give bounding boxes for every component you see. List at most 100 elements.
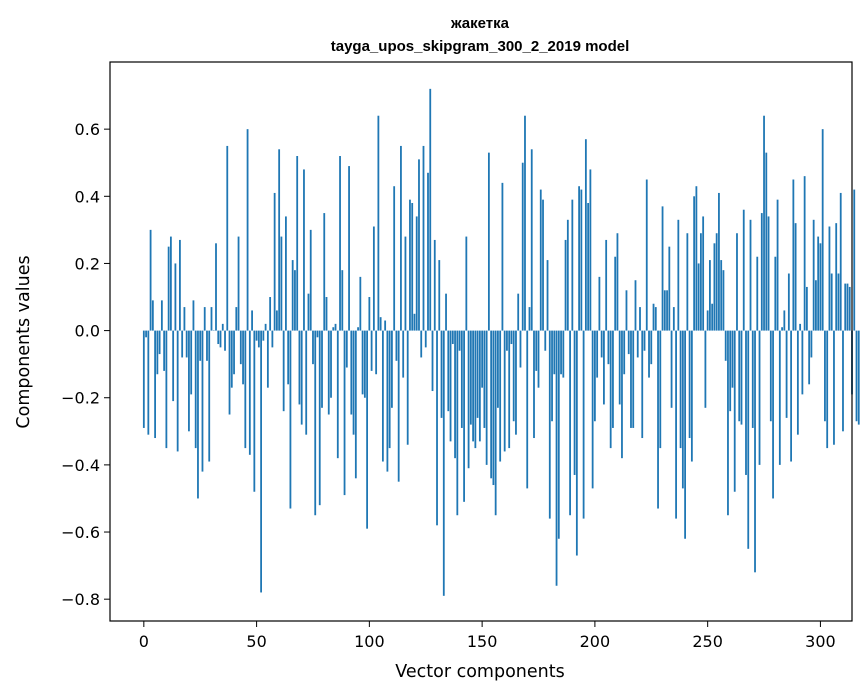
- bar: [395, 330, 398, 361]
- bar: [578, 186, 580, 331]
- bar: [289, 330, 292, 509]
- bar: [269, 297, 272, 331]
- bar: [519, 330, 522, 368]
- bar: [524, 115, 526, 331]
- y-tick-label: 0.6: [75, 120, 100, 139]
- bar: [702, 216, 705, 331]
- y-axis-label: Components values: [14, 255, 34, 428]
- bar: [603, 330, 605, 405]
- bar: [729, 330, 732, 412]
- bar: [460, 330, 463, 428]
- bar: [636, 330, 639, 358]
- bar: [539, 189, 542, 331]
- bar: [675, 330, 677, 519]
- bar: [246, 129, 249, 331]
- bar: [560, 330, 562, 375]
- bar: [257, 330, 260, 348]
- y-axis-ticks: −0.8 −0.6 −0.4 −0.2 0.0 0.2 0.4 0.6: [61, 120, 110, 609]
- bar: [420, 330, 423, 358]
- bar: [287, 330, 290, 385]
- bar: [294, 270, 296, 331]
- bar: [251, 310, 253, 331]
- bar: [672, 307, 675, 331]
- bar: [544, 330, 547, 351]
- bar: [605, 239, 608, 331]
- y-tick-label: −0.8: [61, 590, 100, 609]
- bar: [584, 139, 587, 331]
- bar: [625, 290, 628, 331]
- bar: [275, 310, 278, 331]
- bar: [156, 330, 159, 375]
- bar: [616, 233, 619, 331]
- bar: [197, 330, 199, 499]
- bar: [842, 330, 844, 432]
- bar: [154, 330, 156, 439]
- bar: [794, 223, 797, 331]
- bar: [684, 330, 686, 539]
- bar: [336, 330, 339, 459]
- bar: [837, 273, 840, 331]
- bar: [760, 213, 763, 331]
- bar: [528, 307, 531, 331]
- bar: [517, 293, 520, 331]
- bar: [312, 330, 314, 365]
- y-tick-label: 0.0: [75, 322, 100, 341]
- bar: [221, 323, 224, 331]
- bar: [400, 145, 402, 331]
- bar: [409, 199, 411, 331]
- bar: [233, 330, 235, 375]
- bar: [754, 330, 756, 573]
- bar: [709, 260, 711, 331]
- bar: [433, 239, 436, 331]
- bar: [571, 199, 574, 331]
- bar: [853, 189, 856, 331]
- bar: [596, 330, 599, 378]
- bar: [593, 330, 596, 422]
- bar: [774, 256, 777, 331]
- bar: [176, 330, 179, 452]
- bar: [472, 330, 474, 442]
- y-tick-label: −0.2: [61, 389, 100, 408]
- bar: [384, 320, 387, 331]
- bar: [749, 219, 752, 331]
- bar: [812, 219, 815, 331]
- bar: [736, 233, 738, 331]
- bar: [654, 307, 657, 331]
- bar: [573, 330, 576, 475]
- bar: [720, 260, 723, 331]
- bar: [587, 203, 590, 331]
- bar: [481, 330, 484, 388]
- x-tick-label: 300: [805, 632, 836, 651]
- bar: [203, 307, 206, 331]
- bar: [188, 330, 190, 432]
- bar: [366, 330, 368, 529]
- bar: [422, 145, 425, 331]
- bar: [740, 330, 743, 425]
- bar: [718, 192, 720, 331]
- bar: [670, 330, 673, 408]
- bar: [607, 330, 610, 365]
- bar: [648, 330, 650, 378]
- bar: [551, 330, 553, 422]
- bar: [855, 330, 858, 422]
- bar: [693, 196, 696, 331]
- bar: [830, 273, 833, 331]
- bar: [377, 115, 380, 331]
- bar: [291, 260, 294, 331]
- bar: [826, 330, 829, 449]
- bar: [681, 330, 684, 489]
- bar: [821, 129, 824, 331]
- bar: [253, 330, 256, 492]
- x-tick-label: 200: [580, 632, 611, 651]
- bar: [183, 307, 186, 331]
- bar: [711, 303, 714, 331]
- bar: [848, 286, 851, 331]
- bar: [160, 300, 163, 331]
- bar: [415, 216, 418, 331]
- bar: [298, 330, 301, 405]
- bar: [370, 330, 373, 371]
- x-tick-label: 150: [467, 632, 498, 651]
- bar: [469, 330, 472, 425]
- bar: [530, 149, 533, 331]
- bar: [230, 330, 233, 388]
